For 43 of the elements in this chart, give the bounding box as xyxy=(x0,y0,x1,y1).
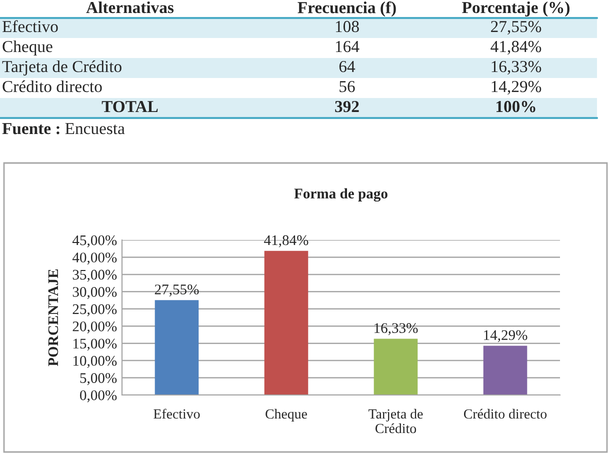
x-tick-label: Crédito directo xyxy=(464,408,547,419)
y-tick-label: 25,00% xyxy=(72,304,117,316)
y-tick-label: 40,00% xyxy=(72,252,117,265)
y-tick-label: 30,00% xyxy=(72,287,117,299)
series-label: Frecuencia (f) xyxy=(298,1,396,17)
x-tick-label: Cheque xyxy=(266,408,307,422)
text: Porcentaje (%) xyxy=(462,1,570,17)
bar xyxy=(483,346,528,395)
data-label: 100% xyxy=(496,100,536,112)
x-tick-label: Tarjeta de Crédito xyxy=(368,408,423,434)
data-label: 108 xyxy=(336,20,359,32)
bar xyxy=(374,338,418,395)
category-label: Tarjeta de Crédito xyxy=(2,60,122,76)
y-tick-label: 45,00% xyxy=(72,235,117,248)
y-tick-label: 35,00% xyxy=(72,270,117,282)
data-label: 41,84% xyxy=(490,40,542,55)
y-tick-label: 10,00% xyxy=(73,356,117,368)
y-tick-label: 20,00% xyxy=(72,321,117,334)
data-label: 56 xyxy=(340,80,355,92)
category-label: Crédito directo xyxy=(2,80,102,92)
data-label: 64 xyxy=(339,60,356,72)
data-label: 14,29% xyxy=(492,80,542,95)
category-label: TOTAL xyxy=(102,100,158,112)
data-label: 14,29% xyxy=(484,330,528,342)
data-label: 41,84% xyxy=(264,235,308,248)
y-tick-label: 5,00% xyxy=(80,373,117,386)
data-label: 27,55% xyxy=(154,284,199,296)
y-tick-label: 15,00% xyxy=(73,338,117,351)
bar xyxy=(264,250,308,395)
data-label: 16,33% xyxy=(374,323,418,336)
text: Alternativas xyxy=(86,1,174,14)
data-label: 392 xyxy=(335,100,359,112)
category-label: Cheque xyxy=(2,40,52,56)
x-tick-label: Efectivo xyxy=(154,408,200,419)
y-tick-label: 0,00% xyxy=(80,390,117,402)
data-label: 164 xyxy=(336,40,360,52)
source-note: Fuente : Encuesta xyxy=(2,123,125,134)
category-label: Efectivo xyxy=(2,20,58,32)
y-axis-title: PORCENTAJE xyxy=(48,269,58,366)
data-label: 16,33% xyxy=(492,60,542,75)
data-label: 27,55% xyxy=(491,20,542,35)
bar xyxy=(154,300,199,395)
chart-title: Forma de pago xyxy=(294,188,388,202)
